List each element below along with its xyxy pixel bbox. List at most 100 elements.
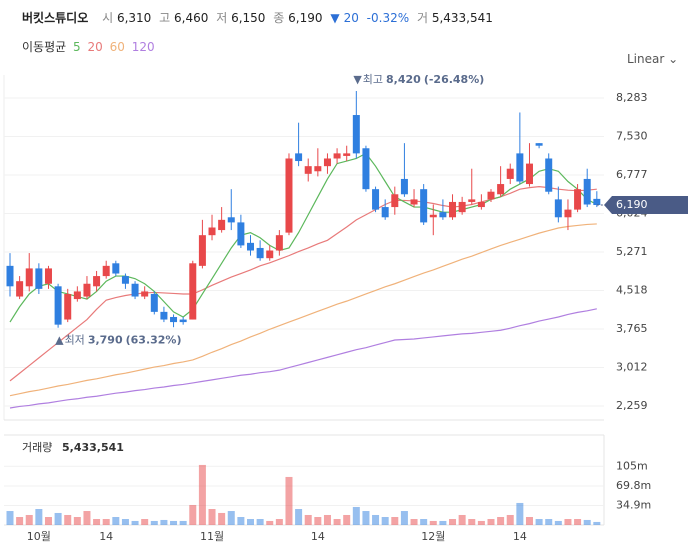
- quote-value: 6,310: [116, 11, 152, 25]
- candle-body: [304, 166, 312, 174]
- annotation-marker: ▼: [353, 73, 362, 86]
- quote-label: 시: [102, 11, 114, 25]
- scale-dropdown[interactable]: Linear ⌄: [627, 52, 678, 66]
- candle-body: [372, 189, 380, 210]
- candle-body: [16, 281, 24, 297]
- x-tick-label: 14: [311, 530, 325, 543]
- volume-bar: [25, 514, 33, 525]
- candle-body: [506, 168, 514, 179]
- change-marker: ▼: [330, 11, 340, 25]
- volume-bar: [102, 519, 110, 525]
- volume-bar: [458, 514, 466, 525]
- volume-bar: [44, 517, 52, 525]
- candle-body: [391, 194, 399, 208]
- candle-body: [160, 311, 168, 320]
- volume-bar: [391, 517, 399, 525]
- scale-label[interactable]: Linear: [627, 52, 665, 66]
- volume-bar: [343, 514, 351, 525]
- volume-tick-label: 34.9m: [616, 498, 651, 511]
- quote-value: 6,150: [231, 11, 266, 25]
- candle-body: [25, 268, 33, 287]
- volume-bar: [266, 520, 274, 525]
- volume-bar: [227, 511, 235, 525]
- candle-body: [179, 319, 187, 323]
- volume-bar: [304, 514, 312, 525]
- ma-line: [9, 223, 597, 397]
- candle-body: [121, 276, 129, 284]
- candle-body: [266, 250, 274, 259]
- volume-bar: [121, 519, 129, 525]
- volume-bar: [237, 517, 245, 525]
- quote-value: 6,460: [174, 11, 209, 25]
- volume-bar: [352, 506, 360, 525]
- candle-body: [35, 268, 43, 289]
- candle-body: [525, 163, 533, 185]
- volume-label: 거: [416, 11, 428, 25]
- candle-body: [429, 214, 437, 218]
- quote-label: 저: [216, 11, 228, 25]
- y-tick-label: 3,765: [616, 322, 648, 335]
- candle-body: [208, 227, 216, 236]
- volume-value: 5,433,541: [431, 11, 493, 25]
- annotation-label: 최저: [65, 334, 85, 347]
- volume-bar: [179, 520, 187, 525]
- volume-bar: [247, 519, 254, 525]
- y-tick-label: 6,777: [616, 168, 648, 181]
- current-price-label: 6,190: [616, 198, 648, 211]
- legend-title: 이동평균: [22, 40, 67, 54]
- volume-bar: [150, 520, 158, 525]
- volume-bar: [314, 517, 322, 525]
- legend-entry: 60: [109, 40, 125, 54]
- candle-body: [275, 235, 283, 251]
- volume-bar: [497, 517, 505, 525]
- current-price-tag: [604, 196, 688, 215]
- x-tick-label: 11월: [200, 530, 224, 543]
- candle-body: [189, 263, 197, 320]
- y-tick-label: 3,012: [616, 360, 648, 373]
- volume-bar: [381, 517, 389, 525]
- candle-body: [6, 265, 14, 287]
- volume-bar: [112, 517, 120, 525]
- candle-body: [44, 268, 52, 284]
- annotation-value: 3,790: [88, 334, 123, 347]
- candle-body: [64, 293, 72, 320]
- candle-body: [410, 199, 418, 205]
- candle-body: [256, 247, 264, 259]
- annotation: ▼최고 8,420 (-26.48%): [353, 73, 484, 86]
- candle-body: [141, 291, 149, 297]
- x-tick-label: 14: [513, 530, 527, 543]
- candle-body: [54, 286, 62, 325]
- volume-bar: [83, 511, 91, 525]
- candle-body: [247, 242, 254, 251]
- candle-body: [497, 184, 505, 195]
- volume-bar: [506, 514, 514, 525]
- candle-body: [285, 158, 293, 233]
- candle-body: [112, 263, 120, 274]
- volume-bar: [564, 519, 572, 525]
- candle-body: [545, 158, 553, 192]
- volume-bar: [583, 519, 591, 525]
- quote-header: 버킷스튜디오 시 6,310 고 6,460 저 6,150 종 6,190 ▼…: [22, 9, 493, 26]
- annotation-value: 8,420: [386, 73, 421, 86]
- candle-body: [150, 293, 158, 312]
- volume-tick-label: 69.8m: [616, 479, 651, 492]
- volume-bar: [285, 476, 293, 525]
- candle-body: [343, 153, 351, 156]
- candle-body: [237, 222, 245, 246]
- volume-bar: [554, 520, 562, 525]
- volume-bar: [64, 514, 72, 525]
- x-tick-label: 12월: [421, 530, 445, 543]
- volume-bar: [477, 520, 485, 525]
- volume-bar: [487, 519, 495, 525]
- x-tick-label: 10월: [27, 530, 51, 543]
- volume-bar: [208, 509, 216, 525]
- candle-body: [535, 143, 543, 146]
- candle-body: [314, 166, 322, 172]
- volume-bar: [35, 509, 43, 525]
- dropdown-caret[interactable]: ⌄: [668, 52, 679, 66]
- candle-body: [333, 153, 341, 159]
- annotation: ▲최저 3,790 (63.32%): [55, 334, 181, 347]
- volume-bar: [516, 502, 524, 525]
